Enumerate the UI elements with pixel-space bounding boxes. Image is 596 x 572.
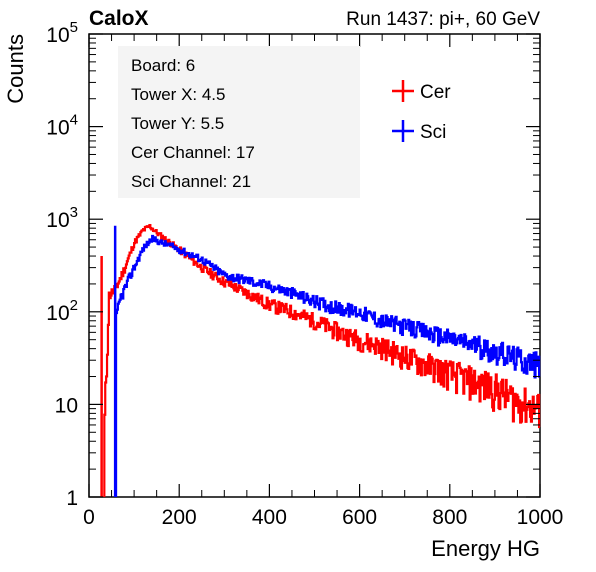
y-tick-label-base: 10	[46, 209, 69, 232]
x-tick-label: 400	[252, 506, 287, 529]
x-tick-label: 200	[162, 506, 197, 529]
series-cer	[100, 223, 541, 497]
info-line: Board: 6	[131, 56, 195, 75]
legend-label-cer: Cer	[420, 82, 451, 103]
y-tick-label: 103	[46, 204, 78, 232]
x-tick-label: 600	[342, 506, 377, 529]
y-tick-label-base: 1	[66, 487, 78, 510]
legend-item-sci: Sci	[392, 120, 446, 143]
legend: Cer Sci	[392, 80, 451, 143]
series-layer	[100, 223, 541, 497]
info-box	[118, 46, 360, 198]
y-tick-label: 105	[46, 19, 78, 47]
y-tick-label: 1	[66, 487, 78, 510]
info-line: Tower Y: 5.5	[131, 114, 224, 133]
info-line: Tower X: 4.5	[131, 85, 226, 104]
y-tick-label-exponent: 3	[70, 204, 78, 221]
y-tick-label-base: 10	[46, 24, 69, 47]
y-tick-label-base: 10	[46, 302, 69, 325]
chart-title-right: Run 1437: pi+, 60 GeV	[346, 9, 540, 30]
series-sci	[113, 225, 541, 497]
x-tick-label: 0	[83, 506, 95, 529]
info-line: Sci Channel: 21	[131, 172, 251, 191]
y-tick-label-base: 10	[55, 394, 78, 417]
x-tick-label: 1000	[517, 506, 564, 529]
series-line	[114, 234, 541, 497]
y-tick-label: 102	[46, 297, 78, 325]
x-axis-title: Energy HG	[431, 536, 540, 561]
chart-title-left: CaloX	[89, 7, 149, 30]
y-axis-title: Counts	[3, 34, 28, 104]
y-tick-label-base: 10	[46, 117, 69, 140]
x-tick-label: 800	[432, 506, 467, 529]
info-line: Cer Channel: 17	[131, 143, 255, 162]
y-tick-label: 104	[46, 112, 78, 140]
y-tick-label-exponent: 4	[70, 112, 78, 129]
series-line	[103, 223, 541, 497]
legend-item-cer: Cer	[392, 80, 451, 103]
info-box-text: Board: 6 Tower X: 4.5 Tower Y: 5.5 Cer Chan…	[131, 56, 255, 191]
y-tick-label: 10	[55, 394, 78, 417]
y-tick-label-exponent: 5	[70, 19, 78, 36]
y-tick-label-exponent: 2	[70, 297, 78, 314]
legend-label-sci: Sci	[420, 122, 446, 143]
